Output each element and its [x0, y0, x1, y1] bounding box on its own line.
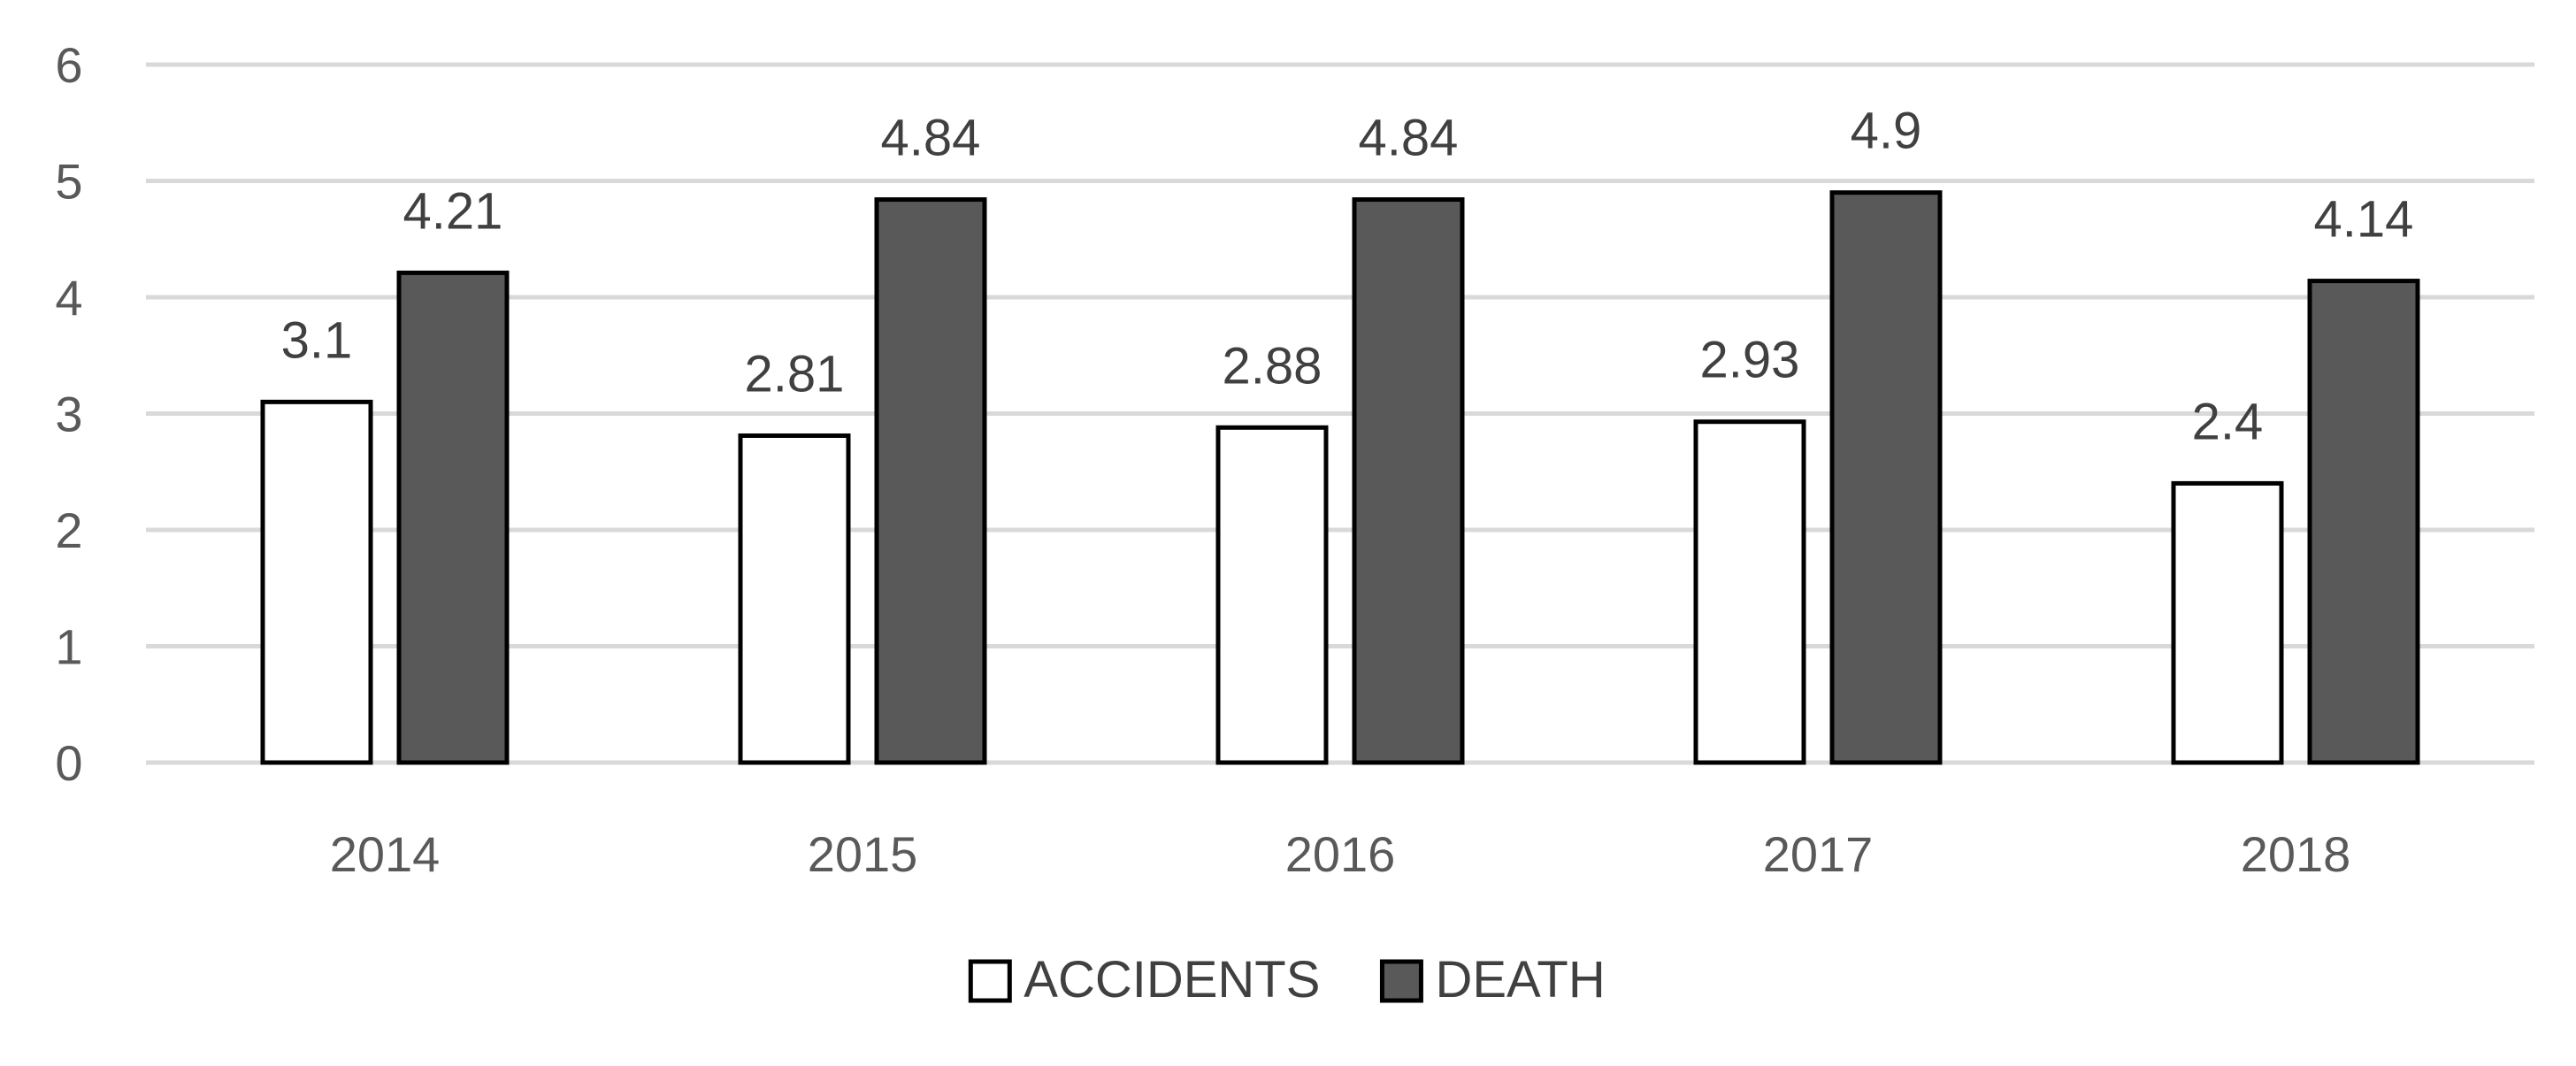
- y-tick-label: 5: [55, 154, 82, 210]
- data-label: 2.88: [1223, 337, 1322, 395]
- x-tick-label: 2014: [330, 826, 441, 882]
- legend-swatch: [968, 959, 1012, 1003]
- bar-death-2016: [1352, 197, 1465, 765]
- y-tick-label: 6: [55, 37, 82, 93]
- data-label: 2.4: [2192, 393, 2264, 450]
- y-tick-label: 0: [55, 735, 82, 791]
- legend: ACCIDENTS DEATH: [968, 951, 1606, 1008]
- y-tick-label: 4: [55, 270, 82, 326]
- legend-item-accidents: ACCIDENTS: [968, 951, 1320, 1008]
- y-tick-label: 3: [55, 387, 82, 442]
- x-tick-label: 2018: [2241, 826, 2351, 882]
- bar-death-2014: [396, 270, 510, 765]
- x-tick-label: 2016: [1285, 826, 1396, 882]
- bar-accidents-2018: [2171, 480, 2284, 765]
- bar-accidents-2017: [1693, 419, 1806, 765]
- bar-accidents-2014: [260, 399, 373, 765]
- data-label: 4.9: [1851, 103, 1922, 160]
- data-label: 4.21: [403, 182, 503, 240]
- data-label: 2.93: [1700, 332, 1800, 389]
- bar-accidents-2015: [738, 433, 851, 765]
- bar-accidents-2016: [1215, 425, 1329, 765]
- legend-item-death: DEATH: [1379, 951, 1606, 1008]
- data-label: 2.81: [745, 345, 845, 403]
- x-tick-label: 2015: [808, 826, 918, 882]
- x-tick-label: 2017: [1763, 826, 1874, 882]
- gridlines: [146, 62, 2534, 765]
- y-axis-tick-labels: 0 1 2 3 4 5 6: [55, 37, 82, 791]
- bar-death-2015: [874, 197, 987, 765]
- data-label: 3.1: [281, 311, 353, 369]
- x-axis-tick-labels: 2014 2015 2016 2017 2018: [330, 826, 2351, 882]
- data-label: 4.14: [2314, 191, 2414, 249]
- bar-death-2018: [2307, 279, 2420, 765]
- legend-label: DEATH: [1435, 951, 1605, 1008]
- legend-label: ACCIDENTS: [1024, 951, 1320, 1008]
- data-label: 4.84: [881, 110, 981, 167]
- bar-death-2017: [1829, 190, 1943, 765]
- data-label: 4.84: [1359, 110, 1459, 167]
- y-tick-label: 1: [55, 619, 82, 675]
- data-labels: 3.1 4.21 2.81 4.84 2.88 4.84 2.93 4.9 2.4 4.14: [281, 103, 2414, 451]
- y-tick-label: 2: [55, 502, 82, 558]
- legend-swatch: [1379, 959, 1423, 1003]
- bars: [260, 190, 2420, 765]
